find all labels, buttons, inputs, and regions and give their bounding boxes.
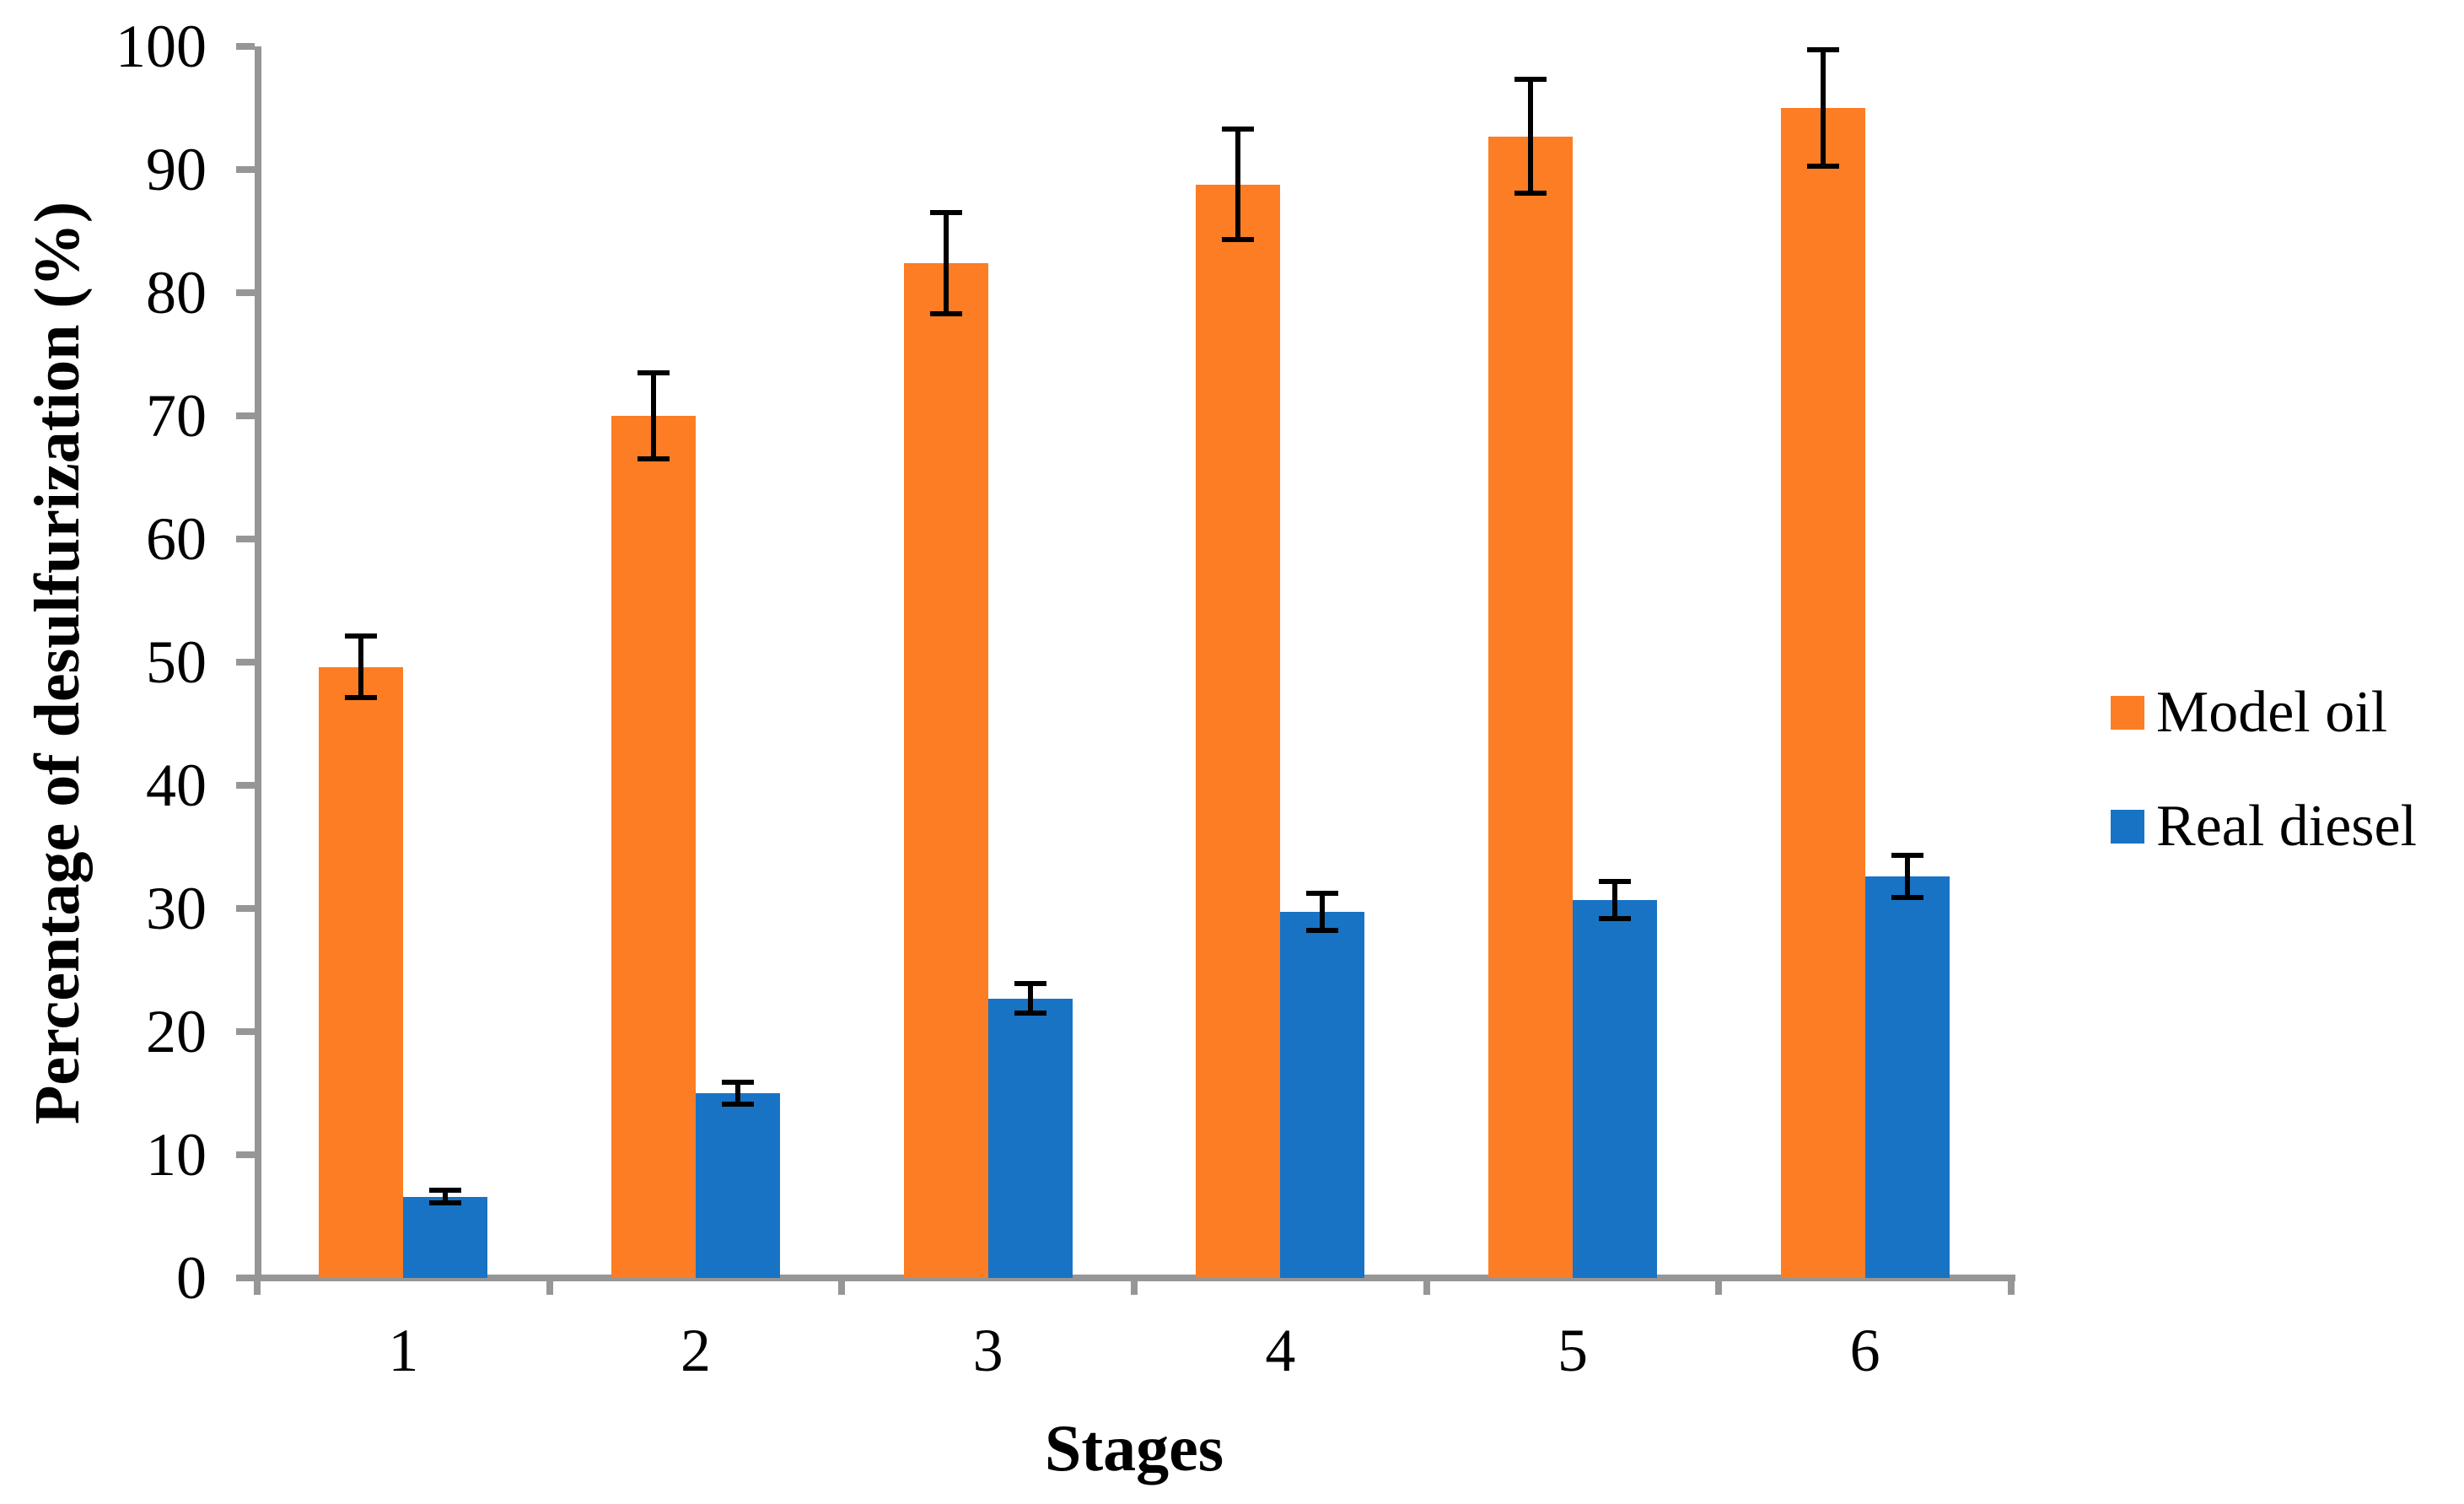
error-bar-cap-top-real-diesel-stage-5 xyxy=(1599,878,1631,884)
error-bar-line-model-oil-stage-4 xyxy=(1235,128,1241,240)
y-axis-tick xyxy=(236,536,255,542)
y-axis-tick xyxy=(236,166,255,173)
x-axis-tick-label: 2 xyxy=(681,1317,711,1384)
error-bar-cap-top-model-oil-stage-2 xyxy=(638,369,670,375)
y-axis-tick-label: 0 xyxy=(176,1244,207,1312)
y-axis-tick-label: 50 xyxy=(146,628,207,696)
bar-model-oil-stage-1 xyxy=(319,666,404,1278)
y-axis-line xyxy=(255,46,261,1281)
error-bar-line-model-oil-stage-1 xyxy=(358,636,364,698)
error-bar-cap-top-real-diesel-stage-1 xyxy=(429,1188,462,1194)
error-bar-cap-bottom-model-oil-stage-3 xyxy=(929,310,962,316)
error-bar-cap-top-model-oil-stage-6 xyxy=(1806,47,1839,53)
error-bar-cap-bottom-real-diesel-stage-1 xyxy=(429,1199,462,1205)
error-bar-cap-top-real-diesel-stage-3 xyxy=(1014,981,1046,987)
x-axis-tick xyxy=(254,1278,261,1295)
x-axis-tick-label: 1 xyxy=(388,1317,419,1384)
x-axis-tick-label: 4 xyxy=(1265,1317,1296,1384)
error-bar-cap-top-real-diesel-stage-2 xyxy=(722,1079,754,1085)
error-bar-line-model-oil-stage-2 xyxy=(651,372,656,460)
y-axis-tick xyxy=(236,905,255,912)
y-axis-tick xyxy=(236,782,255,789)
error-bar-cap-top-model-oil-stage-3 xyxy=(929,210,962,216)
legend-swatch-model-oil-icon xyxy=(2111,696,2144,730)
error-bar-cap-top-model-oil-stage-4 xyxy=(1222,126,1255,132)
y-axis-tick-label: 20 xyxy=(146,998,207,1065)
error-bar-cap-bottom-real-diesel-stage-6 xyxy=(1891,894,1923,900)
legend-label-model-oil: Model oil xyxy=(2156,680,2388,745)
error-bar-line-real-diesel-stage-4 xyxy=(1320,893,1326,931)
y-axis-tick xyxy=(236,1151,255,1158)
bar-model-oil-stage-5 xyxy=(1488,136,1573,1278)
x-axis-tick-label: 6 xyxy=(1849,1317,1880,1384)
bar-real-diesel-stage-6 xyxy=(1864,876,1950,1278)
bar-real-diesel-stage-2 xyxy=(696,1093,780,1278)
bar-model-oil-stage-2 xyxy=(611,416,696,1278)
legend-swatch-real-diesel-icon xyxy=(2111,810,2144,844)
x-axis-tick xyxy=(2008,1278,2015,1295)
error-bar-line-real-diesel-stage-2 xyxy=(735,1081,740,1105)
bar-real-diesel-stage-1 xyxy=(403,1196,488,1278)
error-bar-line-model-oil-stage-3 xyxy=(943,213,949,314)
y-axis-tick xyxy=(236,43,255,50)
error-bar-cap-top-model-oil-stage-1 xyxy=(345,633,378,639)
error-bar-line-model-oil-stage-6 xyxy=(1820,50,1826,166)
x-axis-tick xyxy=(838,1278,846,1295)
error-bar-cap-bottom-real-diesel-stage-4 xyxy=(1306,928,1339,934)
error-bar-cap-bottom-real-diesel-stage-2 xyxy=(722,1102,754,1108)
bar-real-diesel-stage-4 xyxy=(1280,912,1365,1278)
legend-item-model-oil: Model oil xyxy=(2111,679,2387,747)
error-bar-cap-bottom-model-oil-stage-2 xyxy=(638,456,670,462)
error-bar-cap-bottom-real-diesel-stage-5 xyxy=(1599,915,1631,921)
x-axis-tick xyxy=(1715,1278,1723,1295)
x-axis-tick xyxy=(1131,1278,1138,1295)
error-bar-cap-bottom-model-oil-stage-5 xyxy=(1514,190,1547,196)
bar-real-diesel-stage-5 xyxy=(1573,899,1657,1278)
error-bar-cap-top-real-diesel-stage-6 xyxy=(1891,853,1923,859)
y-axis-tick xyxy=(236,1028,255,1035)
x-axis-tick-label: 3 xyxy=(972,1317,1003,1384)
bar-model-oil-stage-6 xyxy=(1780,108,1865,1278)
bar-real-diesel-stage-3 xyxy=(987,998,1073,1278)
error-bar-cap-bottom-model-oil-stage-4 xyxy=(1222,237,1255,243)
x-axis-tick xyxy=(1423,1278,1430,1295)
y-axis-tick-label: 10 xyxy=(146,1121,207,1189)
bar-model-oil-stage-3 xyxy=(903,262,988,1278)
y-axis-tick xyxy=(236,289,255,296)
x-axis-tick-label: 5 xyxy=(1557,1317,1588,1384)
y-axis-tick xyxy=(236,1275,255,1281)
error-bar-line-real-diesel-stage-1 xyxy=(443,1190,449,1203)
y-axis-tick-label: 80 xyxy=(146,259,207,326)
y-axis-tick-label: 100 xyxy=(116,13,207,80)
y-axis-tick-label: 40 xyxy=(146,752,207,819)
y-axis-tick xyxy=(236,659,255,666)
x-axis-title: Stages xyxy=(1044,1411,1224,1485)
bar-model-oil-stage-4 xyxy=(1196,184,1281,1278)
error-bar-line-real-diesel-stage-3 xyxy=(1027,984,1033,1014)
legend-label-real-diesel: Real diesel xyxy=(2156,794,2418,859)
error-bar-cap-top-model-oil-stage-5 xyxy=(1514,77,1547,83)
error-bar-cap-bottom-real-diesel-stage-3 xyxy=(1014,1011,1046,1016)
error-bar-cap-top-real-diesel-stage-4 xyxy=(1306,891,1339,897)
error-bar-line-model-oil-stage-5 xyxy=(1528,79,1533,193)
y-axis-tick-label: 30 xyxy=(146,875,207,942)
error-bar-line-real-diesel-stage-6 xyxy=(1904,855,1910,898)
y-axis-tick-label: 60 xyxy=(146,505,207,573)
error-bar-cap-bottom-model-oil-stage-1 xyxy=(345,695,378,701)
legend-item-real-diesel: Real diesel xyxy=(2111,793,2417,860)
y-axis-tick-label: 70 xyxy=(146,382,207,450)
x-axis-tick xyxy=(546,1278,553,1295)
error-bar-line-real-diesel-stage-5 xyxy=(1612,881,1617,919)
error-bar-cap-bottom-model-oil-stage-6 xyxy=(1806,163,1839,169)
y-axis-tick-label: 90 xyxy=(146,136,207,203)
y-axis-tick xyxy=(236,412,255,419)
